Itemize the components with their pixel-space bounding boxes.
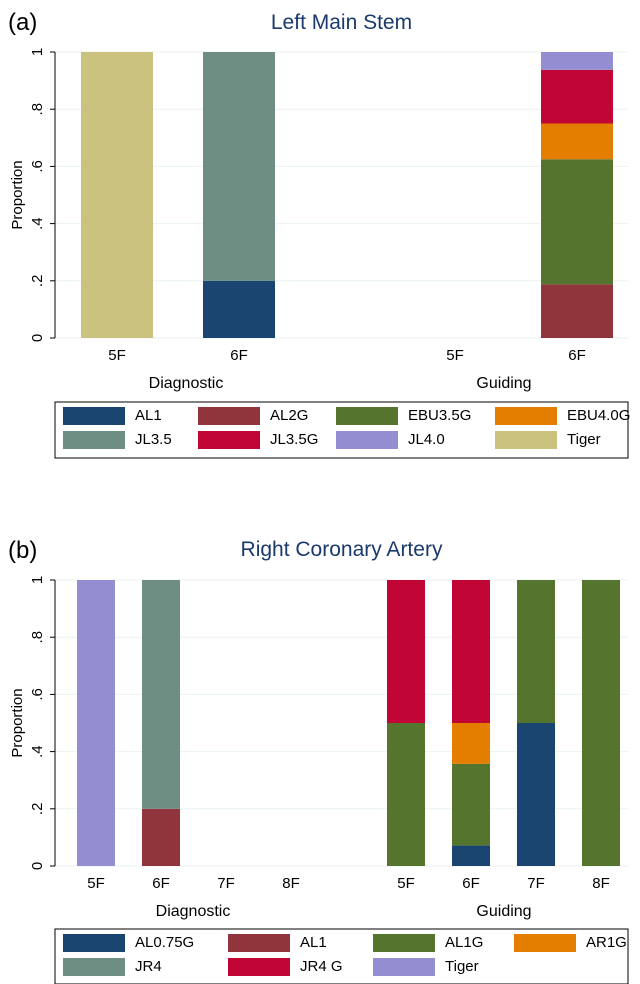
y-axis-label: Proportion [9,688,26,757]
legend-label: AL1G [445,934,483,951]
legend-label: AL0.75G [135,934,194,951]
legend-swatch [495,407,557,425]
chart-title: Left Main Stem [271,11,412,34]
legend-label: JL3.5G [270,431,318,448]
x-tick-label: 5F [87,875,105,892]
legend-swatch [495,431,557,449]
bar-segment-al1 [203,281,275,338]
legend-swatch [373,958,435,976]
bar-segment-jl3-5g [541,70,613,124]
x-tick-label: 7F [527,875,545,892]
bar-segment-jr4-g [452,580,490,723]
x-tick-label: 6F [568,347,586,364]
legend-label: JR4 G [300,958,343,975]
y-tick-label: .2 [29,803,46,816]
bar-segment-al1g [517,580,555,723]
x-tick-label: 8F [592,875,610,892]
y-tick-label: 0 [29,862,46,870]
bar-segment-ebu3-5g [541,159,613,284]
legend-swatch [63,958,125,976]
chart-panel-0: (a) Left Main Stem 0 .2 .4 .6 .8 1 Proportion 5F 6… [8,9,630,458]
x-tick-label: 6F [152,875,170,892]
y-tick-label: .8 [29,103,46,116]
bar-segment-tiger [81,52,153,338]
legend-swatch [336,407,398,425]
bar-segment-al1g [582,580,620,866]
legend-label: Tiger [567,431,601,448]
legend-label: AL1 [300,934,327,951]
y-axis-label: Proportion [9,160,26,229]
group-label: Diagnostic [156,903,231,920]
bar-segment-jr4 [142,580,180,809]
legend-label: AR1G [586,934,627,951]
y-tick-label: 1 [29,48,46,56]
legend-label: EBU4.0G [567,407,630,424]
legend-label: JL3.5 [135,431,172,448]
bar-segment-al1 [142,809,180,866]
legend-swatch [63,431,125,449]
legend-label: Tiger [445,958,479,975]
y-tick-label: .4 [29,217,46,230]
legend: AL0.75G AL1 AL1G AR1G JR4 JR4 G Tiger [55,929,628,984]
group-label: Diagnostic [149,375,224,392]
y-tick-label: .8 [29,631,46,644]
y-tick-label: 1 [29,576,46,584]
y-tick-label: 0 [29,334,46,342]
bar-segment-al0-75g [452,846,490,866]
legend-label: JR4 [135,958,162,975]
bar-segment-al2g [541,284,613,338]
x-tick-label: 5F [397,875,415,892]
x-tick-label: 6F [462,875,480,892]
legend: AL1 AL2G EBU3.5G EBU4.0G JL3.5 JL3.5G JL4.0 Tig… [55,402,630,458]
legend-label: JL4.0 [408,431,445,448]
legend-swatch [63,934,125,952]
legend-label: AL2G [270,407,308,424]
x-tick-label: 7F [217,875,235,892]
panel-label: (a) [8,9,37,36]
x-tick-label: 8F [282,875,300,892]
legend-swatch [336,431,398,449]
bar-segment-ebu4-0g [541,124,613,160]
bar-segment-jr4-g [387,580,425,723]
legend-swatch [198,431,260,449]
legend-swatch [198,407,260,425]
legend-swatch [63,407,125,425]
legend-swatch [228,958,290,976]
y-tick-label: .2 [29,275,46,288]
x-tick-label: 5F [108,347,126,364]
panel-label: (b) [8,537,37,564]
bar-segment-al0-75g [517,723,555,866]
bar-segment-al1g [387,723,425,866]
bar-segment-jl4-0 [541,52,613,70]
bar-segment-jl3-5 [203,52,275,281]
chart-title: Right Coronary Artery [241,538,443,561]
group-label: Guiding [476,903,531,920]
bar-segment-al1g [452,764,490,846]
legend-label: EBU3.5G [408,407,471,424]
legend-swatch [514,934,576,952]
x-tick-label: 5F [446,347,464,364]
bar-segment-tiger [77,580,115,866]
x-tick-label: 6F [230,347,248,364]
legend-swatch [373,934,435,952]
chart-panel-1: (b) Right Coronary Artery 0 .2 .4 .6 .8 1 Propor… [8,537,628,984]
group-label: Guiding [476,375,531,392]
y-tick-label: .6 [29,688,46,701]
y-tick-label: .4 [29,745,46,758]
bar-segment-ar1g [452,723,490,764]
legend-swatch [228,934,290,952]
y-tick-label: .6 [29,160,46,173]
legend-label: AL1 [135,407,162,424]
